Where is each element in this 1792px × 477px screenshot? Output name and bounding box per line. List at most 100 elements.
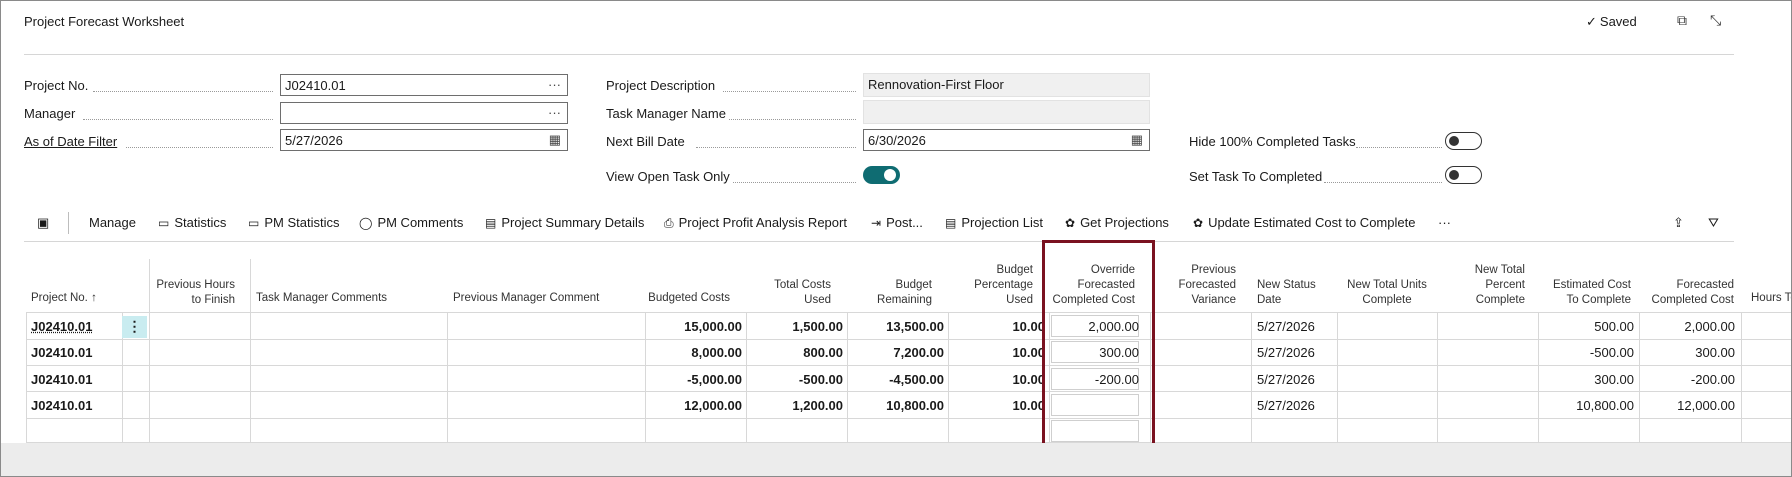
- col-budgeted-costs[interactable]: Budgeted Costs: [648, 292, 730, 304]
- total-costs-used-cell: 1,500.00: [792, 319, 843, 334]
- override-forecasted-completed-cost-cell[interactable]: 2,000.00: [1088, 319, 1139, 334]
- calendar-icon[interactable]: ▦: [548, 132, 561, 147]
- toolbar-get-projections[interactable]: ✿ Get Projections: [1065, 215, 1169, 230]
- budget-percentage-used-cell: 10.00: [1012, 345, 1045, 361]
- grid-vline: [948, 312, 949, 442]
- new-status-date-cell: 5/27/2026: [1257, 345, 1315, 361]
- filter-icon[interactable]: ⛛: [1708, 215, 1719, 230]
- leader-dots: [723, 91, 856, 92]
- override-input-box[interactable]: [1051, 341, 1139, 364]
- col-previous-forecasted-variance[interactable]: Previous Forecasted Variance: [1178, 264, 1236, 306]
- leader-dots: [696, 147, 856, 148]
- leader-dots: [83, 119, 273, 120]
- project-no-field[interactable]: J02410.01 ···: [280, 74, 568, 96]
- open-in-new-window-icon[interactable]: ⧉: [1677, 12, 1687, 28]
- col-override-forecasted-completed-cost[interactable]: Override Forecasted Completed Cost: [1052, 264, 1135, 306]
- hide-completed-tasks-toggle[interactable]: [1445, 132, 1482, 150]
- as-of-date-field[interactable]: 5/27/2026 ▦: [280, 129, 568, 151]
- col-hours-to[interactable]: Hours To: [1751, 292, 1791, 304]
- col-budget-remaining[interactable]: Budget Remaining: [877, 279, 932, 306]
- col-project-no[interactable]: Project No. ↑: [31, 292, 97, 304]
- project-no-label: Project No.: [24, 78, 89, 93]
- collapse-icon[interactable]: ⤡: [1710, 12, 1722, 28]
- col-forecasted-completed-cost[interactable]: Forecasted Completed Cost: [1651, 279, 1734, 306]
- col-previous-hours[interactable]: Previous Hours to Finish: [156, 279, 235, 306]
- more-options-button[interactable]: ···: [1438, 215, 1451, 230]
- leader-dots: [93, 91, 273, 92]
- col-estimated-cost-to-complete[interactable]: Estimated Cost To Complete: [1553, 279, 1631, 306]
- next-bill-date-field[interactable]: 6/30/2026 ▦: [863, 129, 1150, 151]
- toolbar-statistics[interactable]: ▭ Statistics: [158, 215, 226, 230]
- col-task-manager-comments[interactable]: Task Manager Comments: [256, 292, 388, 304]
- lookup-ellipsis-icon[interactable]: ···: [548, 77, 561, 92]
- budget-percentage-used-cell: 10.00: [1012, 371, 1045, 387]
- project-no-cell: J02410.01: [31, 345, 93, 361]
- toolbar-update-estimated-cost[interactable]: ✿ Update Estimated Cost to Complete: [1193, 215, 1415, 230]
- task-manager-name-field: [863, 100, 1150, 124]
- toolbar-project-profit-analysis-report[interactable]: ⎙ Project Profit Analysis Report: [664, 215, 847, 231]
- list-icon: ▤: [945, 216, 957, 230]
- set-task-to-completed-toggle[interactable]: [1445, 166, 1482, 184]
- new-status-date-cell: 5/27/2026: [1257, 371, 1315, 387]
- estimated-cost-to-complete-cell: -500.00: [1589, 345, 1634, 361]
- manager-field[interactable]: ···: [280, 102, 568, 124]
- grid-vline: [1251, 312, 1252, 442]
- estimated-cost-to-complete-cell: 300.00: [1594, 371, 1634, 387]
- toolbar-project-summary-details[interactable]: ▤ Project Summary Details: [485, 215, 644, 230]
- leader-dots: [729, 119, 856, 120]
- override-input-box[interactable]: [1051, 367, 1139, 390]
- toolbar-projection-list[interactable]: ▤ Projection List: [945, 215, 1043, 230]
- col-previous-manager-comment[interactable]: Previous Manager Comment: [453, 292, 600, 304]
- budget-remaining-cell: 13,500.00: [886, 319, 944, 334]
- grid-vline: [122, 312, 123, 442]
- share-icon[interactable]: ⇪: [1673, 215, 1684, 230]
- grid-vline: [1049, 312, 1050, 442]
- row-actions-button[interactable]: ⋮: [122, 316, 147, 338]
- grid-vline: [746, 312, 747, 442]
- update-estimated-cost-label: Update Estimated Cost to Complete: [1208, 215, 1416, 230]
- pm-statistics-label: PM Statistics: [264, 215, 340, 230]
- view-open-task-only-toggle[interactable]: [863, 166, 900, 184]
- page-view-icon[interactable]: ▣: [37, 215, 50, 230]
- override-column-highlight: [1042, 240, 1155, 451]
- forecasted-completed-cost-cell: 2,000.00: [1684, 319, 1735, 334]
- saved-status: ✓ Saved: [1586, 14, 1637, 30]
- projection-list-label: Projection List: [961, 215, 1043, 230]
- statistics-label: Statistics: [174, 215, 227, 230]
- col-new-status-date[interactable]: New Status Date: [1257, 279, 1316, 306]
- col-new-total-percent-complete[interactable]: New Total Percent Complete: [1474, 264, 1525, 306]
- new-status-date-cell: 5/27/2026: [1257, 397, 1315, 413]
- grid-hline: [26, 391, 1791, 392]
- budgeted-costs-cell: 15,000.00: [684, 319, 742, 334]
- col-new-total-units-complete[interactable]: New Total Units Complete: [1347, 279, 1427, 306]
- budget-remaining-cell: 10,800.00: [886, 397, 944, 413]
- override-forecasted-completed-cost-cell[interactable]: -200.00: [1094, 371, 1139, 387]
- grid-vline: [1639, 312, 1640, 442]
- toolbar-post[interactable]: ⇥ Post...: [871, 215, 923, 230]
- toggle-knob: [1449, 169, 1459, 180]
- col-total-costs-used[interactable]: Total Costs Used: [774, 279, 831, 306]
- toolbar-pm-comments[interactable]: ◯ PM Comments: [359, 215, 463, 230]
- override-input-box[interactable]: [1051, 315, 1139, 337]
- total-costs-used-cell: 800.00: [803, 345, 843, 361]
- grid-vline: [1150, 312, 1151, 442]
- col-budget-percentage-used[interactable]: Budget Percentage Used: [974, 264, 1033, 306]
- as-of-date-filter-label[interactable]: As of Date Filter: [24, 134, 118, 149]
- override-forecasted-completed-cost-cell[interactable]: 300.00: [1099, 345, 1139, 361]
- toolbar-pm-statistics[interactable]: ▭ PM Statistics: [248, 215, 339, 230]
- override-input-box[interactable]: [1051, 420, 1139, 443]
- manager-label: Manager: [24, 106, 76, 121]
- override-input-box[interactable]: [1051, 393, 1139, 416]
- lookup-ellipsis-icon[interactable]: ···: [548, 105, 561, 120]
- project-no-cell: J02410.01: [31, 371, 93, 387]
- pm-comments-label: PM Comments: [377, 215, 464, 230]
- toolbar-manage[interactable]: Manage: [89, 215, 136, 230]
- new-status-date-cell: 5/27/2026: [1257, 319, 1315, 334]
- manage-label: Manage: [89, 215, 136, 230]
- calendar-icon[interactable]: ▦: [1130, 132, 1143, 147]
- toggle-knob: [884, 169, 896, 181]
- toolbar-divider: [24, 241, 1734, 242]
- leader-dots: [1324, 182, 1442, 183]
- budget-remaining-cell: -4,500.00: [889, 371, 944, 387]
- project-description-label: Project Description: [606, 78, 716, 93]
